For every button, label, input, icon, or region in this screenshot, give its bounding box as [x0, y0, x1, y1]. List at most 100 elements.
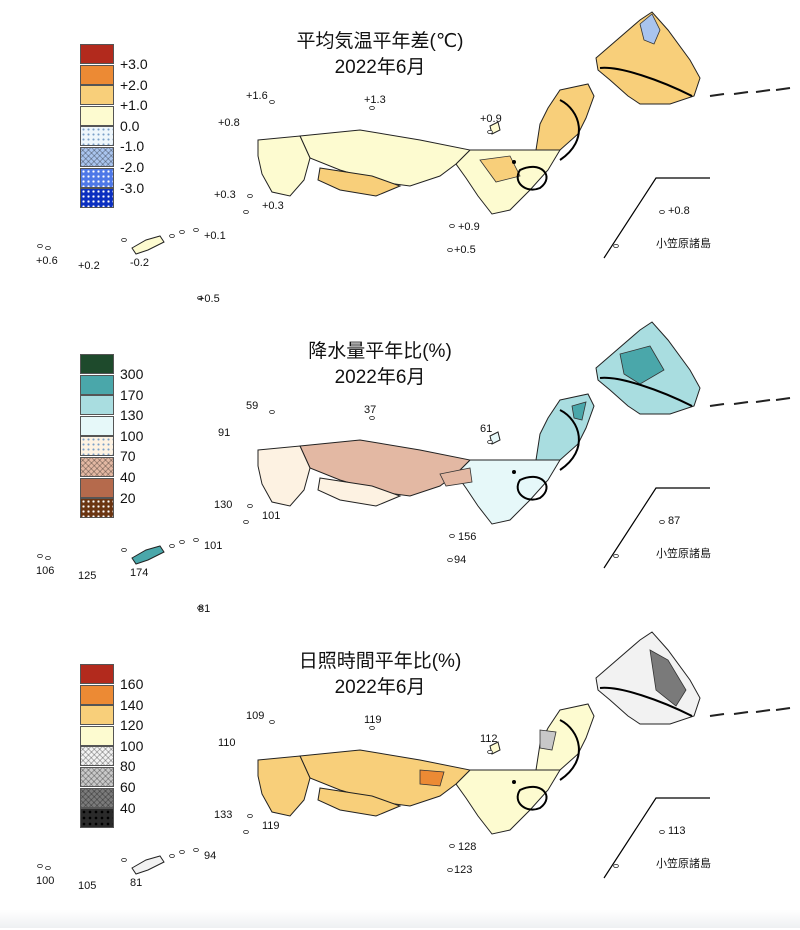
- station-value: 113: [668, 825, 686, 837]
- normal-boundary-line: [516, 785, 548, 811]
- ogasawara-label: 小笠原諸島: [656, 238, 711, 250]
- legend-label: 70: [120, 448, 136, 465]
- islet-marker: [247, 193, 253, 198]
- legend-swatch: [80, 498, 114, 519]
- islet-marker: [169, 543, 175, 548]
- islet-marker: [193, 537, 199, 542]
- normal-boundary-line: [559, 99, 580, 161]
- anomaly-area-2: [571, 401, 587, 421]
- islet-marker: [269, 100, 275, 105]
- legend-swatch: [80, 787, 114, 808]
- station-value: +0.3: [214, 189, 236, 201]
- legend-swatch: [80, 147, 114, 167]
- station-value: +0.9: [458, 221, 480, 233]
- islet-marker: [179, 849, 185, 854]
- islet-marker: [243, 519, 249, 524]
- islet-marker: [487, 749, 493, 754]
- station-value: 106: [36, 565, 55, 577]
- legend-label: 100: [120, 427, 144, 444]
- islet-marker: [169, 233, 175, 238]
- islet-marker: [45, 245, 51, 250]
- legend-label: +1.0: [120, 97, 148, 114]
- islet-marker: [37, 863, 43, 868]
- islet-marker: [247, 503, 253, 508]
- station-value: +1.6: [246, 90, 268, 102]
- islet-marker: [37, 553, 43, 558]
- station-value: 100: [36, 875, 55, 887]
- station-value: +0.1: [204, 230, 226, 242]
- station-value: -0.2: [130, 257, 149, 269]
- legend-label: +2.0: [120, 76, 148, 93]
- islet-marker: [121, 547, 127, 552]
- station-value: 37: [364, 404, 377, 416]
- islet-marker: [269, 410, 275, 415]
- station-value: 61: [480, 423, 493, 435]
- legend-swatch: [80, 684, 114, 705]
- islet-marker: [45, 865, 51, 870]
- kuril-islets: [709, 397, 791, 407]
- okinawa-islands: [131, 855, 165, 875]
- normal-boundary-line: [599, 66, 693, 97]
- islet-marker: [369, 726, 375, 731]
- inset-frame: [603, 487, 710, 569]
- islet-marker: [247, 813, 253, 818]
- islet-marker: [169, 853, 175, 858]
- legend-label: 40: [120, 469, 136, 485]
- islet-marker: [179, 229, 185, 234]
- legend-label: -3.0: [120, 179, 145, 196]
- station-value: 94: [204, 850, 217, 862]
- station-value: 130: [214, 499, 233, 511]
- islet-marker: [613, 863, 619, 868]
- legend-swatch: [80, 395, 114, 416]
- station-value: 91: [218, 427, 231, 439]
- station-value: +0.3: [262, 200, 284, 212]
- anomaly-area-2: [419, 769, 445, 787]
- islet-marker: [487, 129, 493, 134]
- tohoku-region: [535, 83, 595, 151]
- islet-marker: [447, 247, 453, 252]
- kinki-chugoku-region: [299, 749, 472, 807]
- japan-map: [37, 321, 791, 610]
- islet-marker: [243, 829, 249, 834]
- legend-label: 130: [120, 407, 144, 424]
- station-value: 123: [454, 864, 473, 876]
- islet-marker: [121, 857, 127, 862]
- map-title: 平均気温平年差(℃): [296, 31, 464, 52]
- station-value: 174: [130, 567, 149, 579]
- anomaly-area-1: [639, 13, 661, 45]
- kinki-chugoku-region: [299, 439, 472, 497]
- capital-marker: [512, 780, 516, 784]
- japan-map: [37, 11, 791, 300]
- station-value: +1.3: [364, 94, 386, 106]
- station-value: 128: [458, 841, 477, 853]
- legend-swatch: [80, 126, 114, 147]
- hokkaido-region: [595, 11, 701, 105]
- islet-marker: [449, 533, 455, 538]
- map-title: 日照時間平年比(%): [298, 651, 462, 672]
- anomaly-area-1: [619, 345, 665, 385]
- islet-marker: [449, 843, 455, 848]
- station-value: +0.8: [668, 205, 690, 217]
- legend-label: +3.0: [120, 56, 148, 72]
- station-value: +0.8: [218, 117, 240, 129]
- map-panel-1: 平均気温平年差(℃) 2022年6月 +3.0 +2.0 +1.0 0.0 -1.0 -2.0…: [0, 0, 800, 310]
- legend-swatch: [80, 415, 114, 436]
- station-value: 109: [246, 710, 265, 722]
- bottom-edge-shade: [0, 910, 800, 928]
- legend-label: 20: [120, 489, 136, 506]
- station-value: 112: [480, 733, 498, 745]
- kyushu-region: [257, 135, 311, 197]
- station-value: 101: [204, 540, 223, 552]
- legend-label: -1.0: [120, 138, 145, 155]
- legend-swatch: [80, 664, 114, 684]
- station-value: 87: [668, 515, 681, 527]
- legend-swatch: [80, 188, 114, 209]
- legend-label: 60: [120, 779, 136, 795]
- station-value: 101: [262, 510, 281, 522]
- legend-label: 0.0: [120, 117, 140, 134]
- station-value: 81: [130, 877, 143, 889]
- legend-swatch: [80, 705, 114, 726]
- map-subtitle: 2022年6月: [334, 367, 426, 388]
- legend-label: 100: [120, 737, 144, 754]
- legend-label: 300: [120, 366, 144, 382]
